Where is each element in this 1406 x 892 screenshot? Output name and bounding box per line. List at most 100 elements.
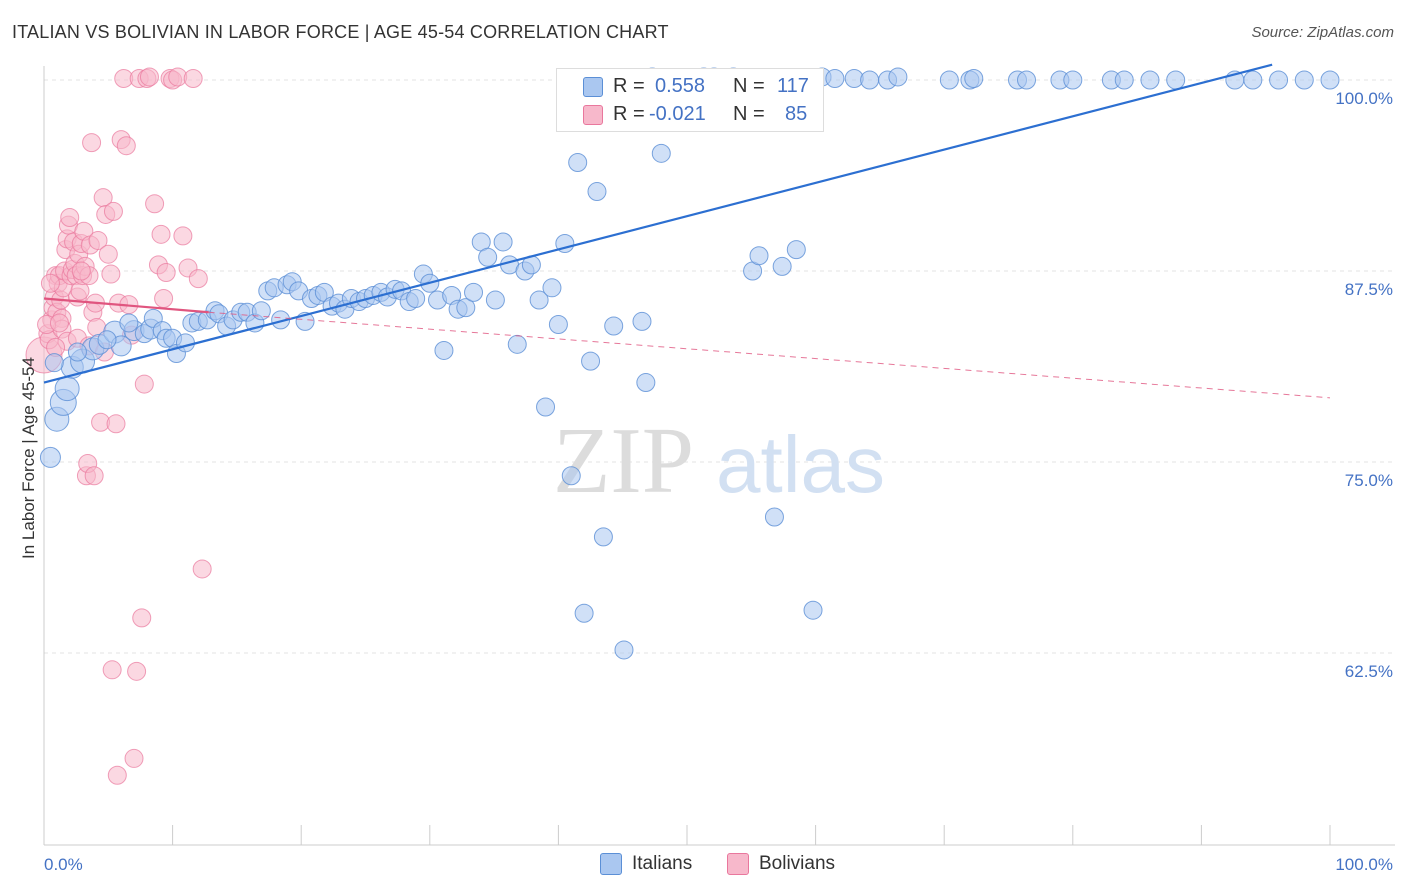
italian-point-114 [1140,70,1160,90]
italian-point-52 [406,289,426,309]
chart-title: ITALIAN VS BOLIVIAN IN LABOR FORCE | AGE… [12,22,669,42]
italian-point-95 [772,256,792,276]
italians-points [39,67,1340,660]
italian-point-80 [604,316,624,336]
bolivians-n-value: 85 [785,103,808,125]
italian-point-123 [97,330,117,350]
italians-swatch [583,77,603,97]
bolivian-point-42 [98,244,118,264]
y-tick-label-1: 87.5% [1345,280,1393,299]
italian-point-60 [464,282,484,302]
italians-n-label: N = [733,75,765,97]
bolivians-trendline-solid [43,297,209,314]
bolivians-r-label: R = [613,103,645,125]
bolivian-point-17 [60,208,80,228]
italian-point-66 [507,334,527,354]
legend-row-bolivians: R = -0.021 N = 85 [557,101,823,129]
bolivians-r-value: -0.021 [649,103,706,125]
italians-trendline [43,63,1273,384]
italian-point-69 [529,290,549,310]
italian-point-70 [536,397,556,417]
italians-legend-swatch [600,853,622,875]
stats-legend: R = 0.558 N = 117 R = -0.021 N = 85 [556,68,824,132]
y-tick-label-0: 100.0% [1335,89,1393,108]
bolivian-point-55 [132,608,152,628]
italian-point-77 [581,351,601,371]
trendlines [43,63,1331,399]
italian-point-84 [636,373,656,393]
italian-point-3 [54,376,80,402]
y-tick-label-2: 75.0% [1345,471,1393,490]
bolivians-swatch [583,105,603,125]
bolivian-point-71 [192,559,212,579]
bolivian-point-36 [84,466,104,486]
y-axis-title: In Labor Force | Age 45-54 [19,357,38,559]
bolivian-point-61 [151,224,171,244]
bolivian-point-69 [183,68,203,88]
italian-point-59 [456,298,476,318]
x-tick-label-left: 0.0% [44,855,83,874]
italian-point-120 [1320,70,1340,90]
bolivian-point-49 [116,136,136,156]
gridlines [44,79,1395,654]
italian-point-122 [67,342,87,362]
source-label: Source: ZipAtlas.com [1251,24,1394,41]
bolivian-point-63 [156,263,176,283]
bolivian-point-73 [102,660,122,680]
watermark-atlas: atlas [716,420,885,509]
axes [43,66,1395,846]
y-tick-label-3: 62.5% [1345,662,1393,681]
italian-point-83 [632,311,652,331]
italian-point-104 [888,67,908,87]
bolivian-point-72 [107,765,127,785]
x-tick-label-right: 100.0% [1335,855,1393,874]
legend-row-italians: R = 0.558 N = 117 [557,73,823,101]
italian-point-29 [251,301,271,321]
bolivian-point-38 [88,230,108,250]
italian-point-76 [574,603,594,623]
bolivians-legend-label: Bolivians [759,853,836,874]
italian-point-118 [1269,70,1289,90]
italian-point-107 [964,68,984,88]
italians-n-value: 117 [777,75,809,97]
bolivians-legend-swatch [727,853,749,875]
italian-point-78 [587,182,607,202]
italian-point-117 [1243,70,1263,90]
italian-point-102 [860,70,880,90]
italian-point-79 [593,527,613,547]
italian-point-98 [803,600,823,620]
italian-point-93 [749,246,769,266]
italian-point-64 [493,232,513,252]
italian-point-105 [939,70,959,90]
italian-point-100 [825,68,845,88]
italian-point-63 [485,290,505,310]
bolivian-point-45 [106,414,126,434]
tick-labels: 100.0% 87.5% 75.0% 62.5% 0.0% 100.0% [44,89,1393,874]
bolivian-point-84 [49,313,69,333]
bolivian-point-52 [124,748,144,768]
bolivian-point-44 [103,201,123,221]
bolivian-point-70 [188,269,208,289]
italian-point-57 [434,340,454,360]
italian-point-121 [44,353,64,373]
italian-point-86 [651,143,671,163]
bolivian-point-53 [127,661,147,681]
italian-point-18 [175,333,195,353]
italians-r-label: R = [613,75,645,97]
bolivian-point-43 [101,264,121,284]
italian-point-113 [1114,70,1134,90]
bolivian-point-59 [145,194,165,214]
bolivian-point-76 [40,273,60,293]
bolivian-point-62 [154,289,174,309]
bolivians-n-label: N = [733,103,765,125]
italian-point-96 [786,240,806,260]
italian-point-115 [1166,70,1186,90]
italian-point-124 [119,313,139,333]
italian-point-94 [764,507,784,527]
italian-point-109 [1017,70,1037,90]
italian-point-111 [1063,70,1083,90]
italian-point-0 [39,446,61,468]
italians-legend-label: Italians [632,853,693,874]
italian-point-71 [542,278,562,298]
